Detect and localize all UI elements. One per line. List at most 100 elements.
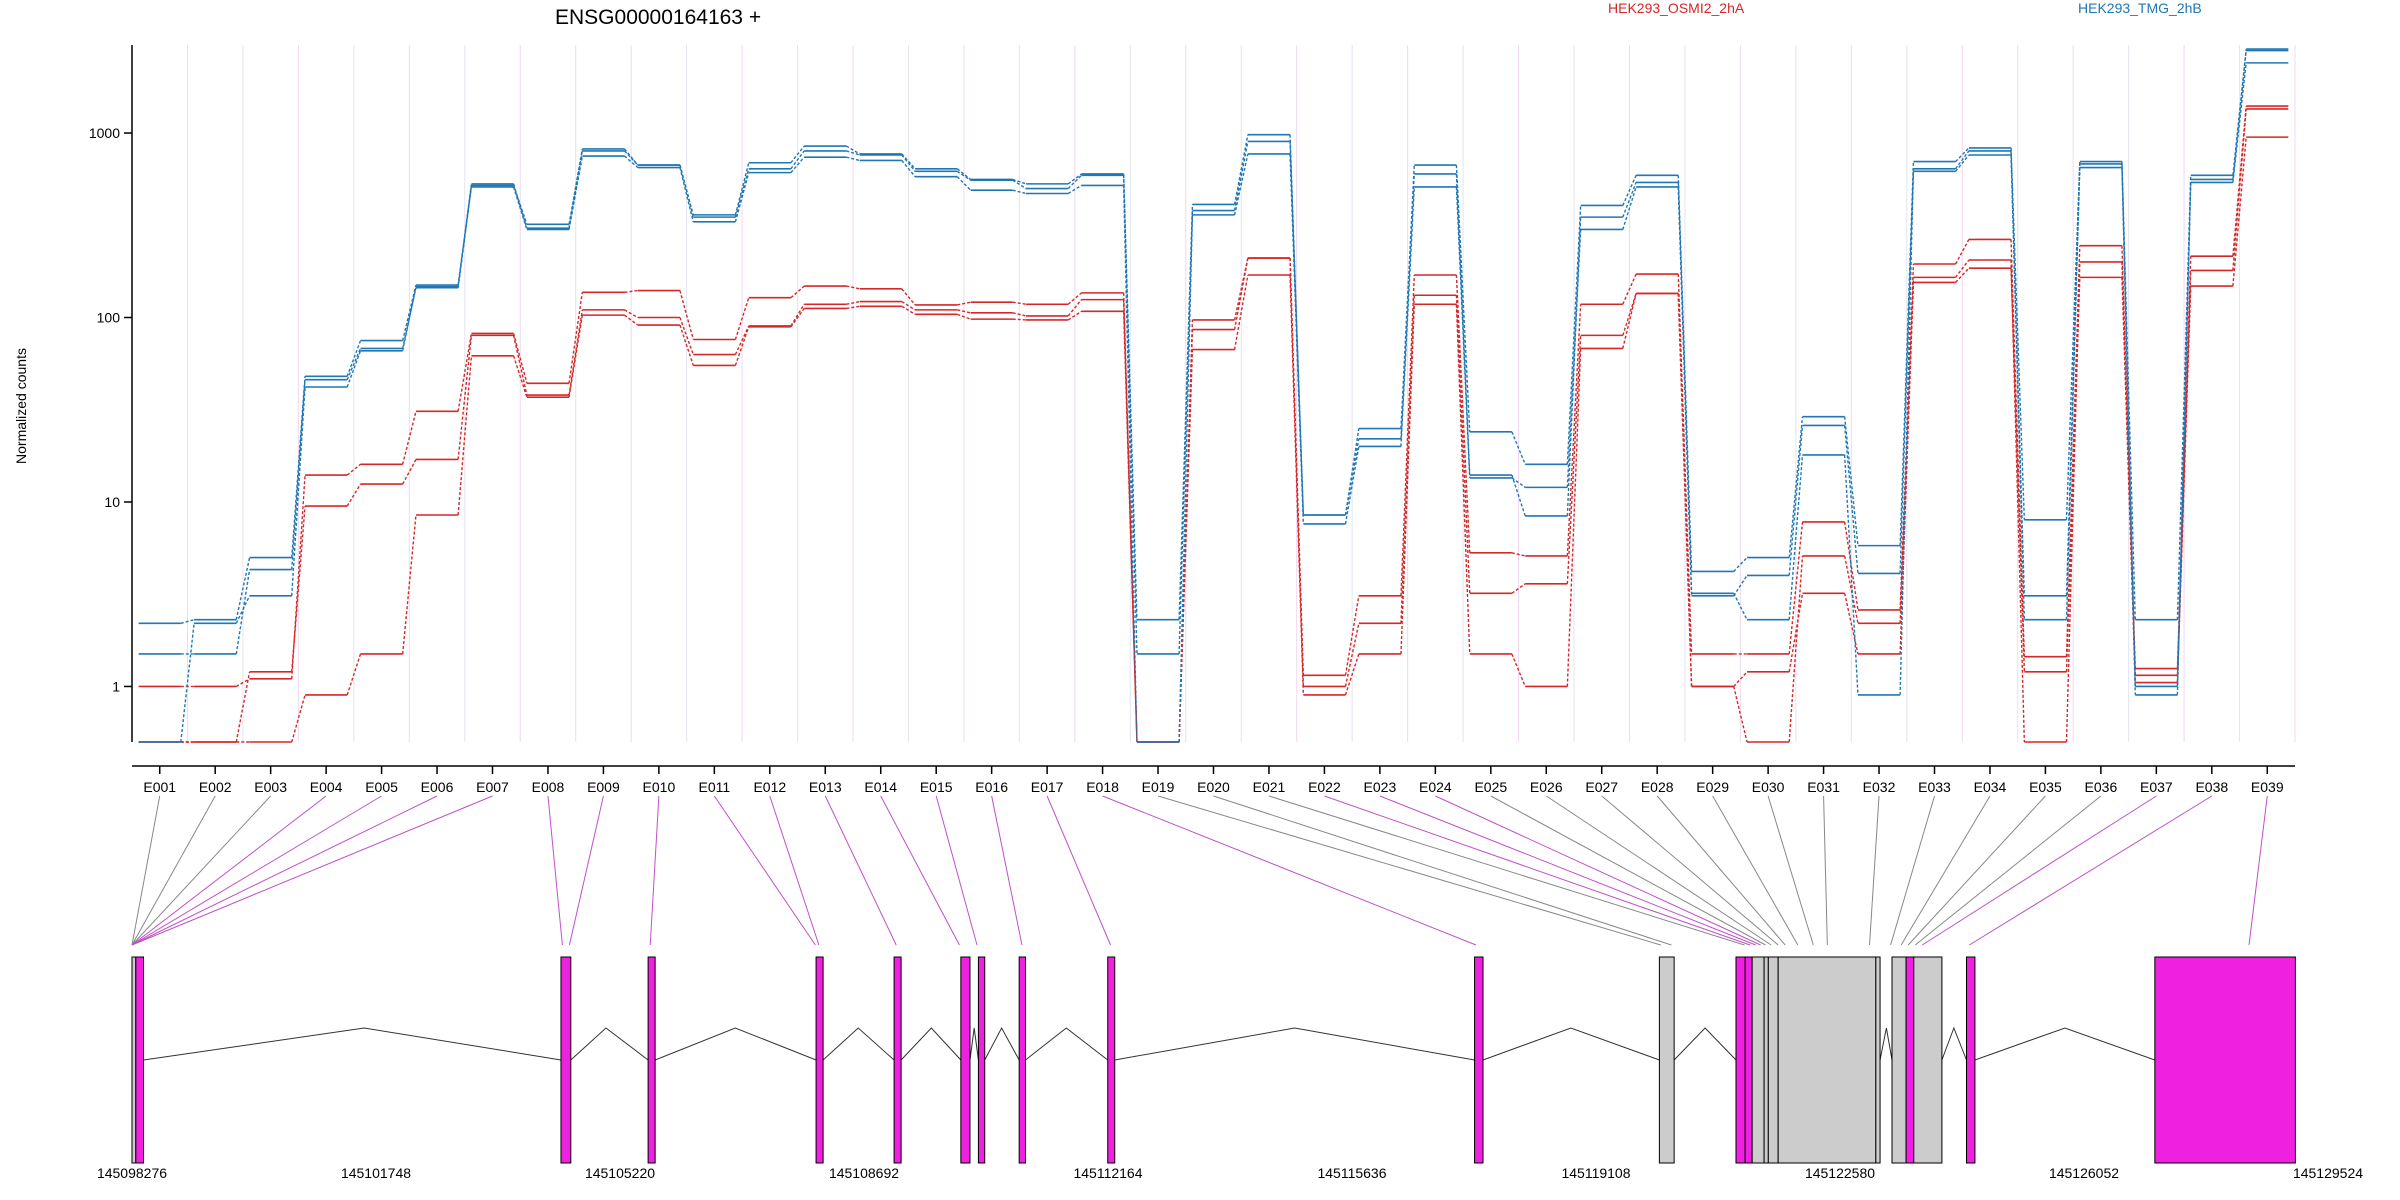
exon-bin-highlighted <box>1744 956 1753 1164</box>
bin-connector-E025 <box>1490 795 1766 946</box>
legend-label-osmi2: HEK293_OSMI2_2hA <box>1608 0 1745 16</box>
bin-connector-E017 <box>1046 795 1111 946</box>
chart-title: ENSG00000164163 + <box>555 6 761 29</box>
exon-bin <box>1763 956 1769 1164</box>
intron-line <box>900 1027 962 1061</box>
bin-connector-E037 <box>1921 795 2157 946</box>
bin-connector-E002 <box>131 795 216 946</box>
x-tick-label: E034 <box>1974 779 2007 795</box>
bin-connector-E014 <box>880 795 960 946</box>
exon-bin-highlighted <box>893 956 902 1164</box>
x-tick-label: E012 <box>753 779 786 795</box>
bin-connector-E020 <box>1213 795 1672 946</box>
exon-bin <box>1751 956 1765 1164</box>
bin-connector-E034 <box>1900 795 1991 946</box>
y-tick-label: 1000 <box>89 125 120 141</box>
bin-connector-E021 <box>1268 795 1745 946</box>
x-tick-label: E029 <box>1696 779 1729 795</box>
x-tick-label: E008 <box>532 779 565 795</box>
x-tick-label: E030 <box>1752 779 1785 795</box>
exon-bin-highlighted <box>977 956 986 1164</box>
bin-connector-E010 <box>649 795 660 946</box>
exon-bin <box>1777 956 1877 1164</box>
exon-bin-highlighted <box>1018 956 1026 1164</box>
bin-connector-E018 <box>1102 795 1477 946</box>
bin-connector-E026 <box>1545 795 1772 946</box>
series-1-connector-line <box>180 137 2247 743</box>
gene-model-track: 145098276 145101748 145105220 145108692 1451… <box>97 956 2363 1181</box>
bin-connector-E035 <box>1907 795 2046 946</box>
exon-bin-highlighted <box>647 956 656 1164</box>
x-tick-label: E023 <box>1364 779 1397 795</box>
exon-bin-highlighted <box>1905 956 1915 1164</box>
bin-connector-E031 <box>1823 795 1828 946</box>
intron-line <box>1114 1027 1475 1061</box>
series-5-connector-line <box>180 50 2247 743</box>
x-tick-label: E017 <box>1031 779 1064 795</box>
x-tick-label: E005 <box>365 779 398 795</box>
intron-line <box>1673 1027 1737 1061</box>
coordinate-label: 145108692 <box>829 1165 899 1181</box>
bin-connector-E033 <box>1890 795 1935 946</box>
exon-bin-highlighted <box>2154 956 2296 1164</box>
exon-bin-highlighted <box>1965 956 1976 1164</box>
exon-bin <box>1913 956 1943 1164</box>
x-tick-label: E013 <box>809 779 842 795</box>
exon-bin-highlighted <box>135 956 145 1164</box>
coordinate-label: 145129524 <box>2293 1165 2363 1181</box>
series-2-connector-line <box>180 108 2247 743</box>
x-tick-label: E027 <box>1585 779 1618 795</box>
coordinate-label: 145101748 <box>341 1165 411 1181</box>
x-tick-label: E035 <box>2029 779 2062 795</box>
y-tick-label: 10 <box>104 494 120 510</box>
exon-bin <box>1891 956 1907 1164</box>
y-tick-label: 1 <box>112 678 120 694</box>
coordinate-label: 145122580 <box>1805 1165 1875 1181</box>
y-axis-label: Normalized counts <box>13 348 29 464</box>
bin-connector-E024 <box>1435 795 1761 946</box>
x-tick-label: E001 <box>143 779 176 795</box>
exon-bin <box>1658 956 1675 1164</box>
x-tick-label: E024 <box>1419 779 1452 795</box>
exon-bin-highlighted <box>1735 956 1746 1164</box>
intron-line <box>822 1027 895 1061</box>
exon-bin-highlighted <box>815 956 824 1164</box>
intron-line <box>1879 1027 1893 1061</box>
bin-connector-E032 <box>1869 795 1880 946</box>
bin-connector-E001 <box>131 795 161 946</box>
bin-connector-E003 <box>131 795 272 946</box>
x-tick-label: E011 <box>699 779 731 795</box>
bin-connector-E011 <box>713 795 816 946</box>
intron-line <box>969 1027 979 1061</box>
intron-line <box>143 1027 562 1061</box>
bin-connector-E008 <box>547 795 563 946</box>
bin-connector-E006 <box>131 795 438 946</box>
bin-connector-E027 <box>1601 795 1779 946</box>
intron-line <box>654 1027 817 1061</box>
coordinate-label: 145105220 <box>585 1165 655 1181</box>
bin-connector-E029 <box>1712 795 1799 946</box>
x-tick-label: E037 <box>2140 779 2173 795</box>
series-4-connector-line <box>180 62 2247 743</box>
coordinate-label: 145126052 <box>2049 1165 2119 1181</box>
plot-area: 1 10 100 1000 E001 E002 E003 E004 E005 E006 E007 E0… <box>89 45 2296 795</box>
x-tick-label: E021 <box>1253 779 1286 795</box>
x-tick-label: E016 <box>975 779 1008 795</box>
exon-bin-highlighted <box>1107 956 1116 1164</box>
intron-line <box>984 1026 1020 1061</box>
exon-bin-highlighted <box>960 956 971 1164</box>
coordinate-label: 145115636 <box>1317 1165 1386 1181</box>
exon-bin <box>1767 956 1779 1164</box>
intron-line <box>1974 1027 2156 1061</box>
bin-connector-E015 <box>935 795 978 946</box>
coordinate-label: 145112164 <box>1073 1165 1142 1181</box>
x-tick-label: E019 <box>1142 779 1175 795</box>
x-tick-label: E033 <box>1918 779 1951 795</box>
bin-connector-E039 <box>2248 795 2268 946</box>
x-tick-label: E014 <box>864 779 897 795</box>
intron-line <box>570 1027 649 1061</box>
bin-connector-E007 <box>131 795 493 946</box>
bin-connector-E038 <box>1969 795 2213 946</box>
x-tick-label: E010 <box>643 779 676 795</box>
